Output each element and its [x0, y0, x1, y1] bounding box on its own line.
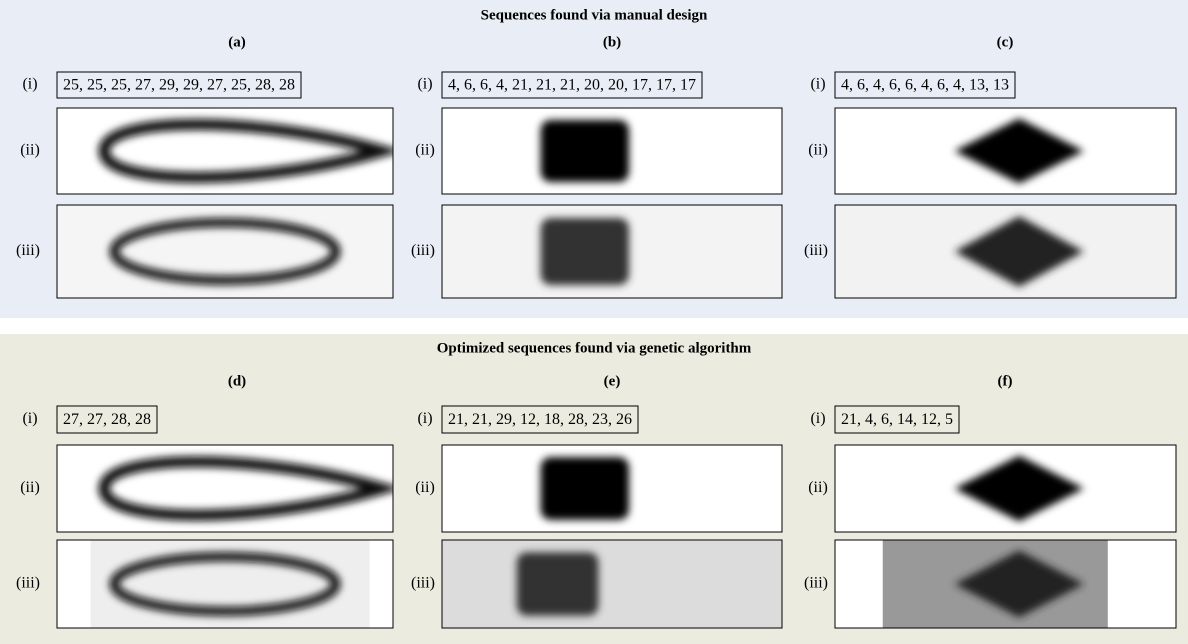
panel-label: (d) [228, 373, 246, 389]
sequence-text: 4, 6, 4, 6, 6, 4, 6, 4, 13, 13 [841, 77, 1009, 94]
image [442, 445, 782, 532]
sequence-text: 21, 4, 6, 14, 12, 5 [841, 411, 953, 428]
section: Sequences found via manual design (a) (i) 2… [0, 0, 1188, 318]
row-label: (iii) [411, 242, 435, 259]
sequence-text: 21, 21, 29, 12, 18, 28, 23, 26 [448, 411, 632, 428]
image-background [442, 540, 782, 628]
blob [541, 120, 629, 182]
image [442, 108, 782, 194]
row-label: (ii) [415, 479, 435, 496]
image [835, 445, 1176, 532]
figure: Sequences found via manual design (a) (i) 2… [0, 0, 1188, 644]
panel-label: (c) [997, 34, 1014, 50]
panel-label: (f) [998, 373, 1013, 389]
row-label: (i) [22, 410, 37, 427]
row-label: (i) [417, 76, 432, 93]
section: Optimized sequences found via genetic al… [0, 334, 1188, 644]
panel-label: (e) [604, 373, 621, 389]
image [835, 540, 1176, 628]
row-label: (ii) [415, 142, 435, 159]
image [442, 540, 782, 628]
blob [541, 218, 629, 285]
row-label: (i) [810, 76, 825, 93]
row-label: (iii) [411, 575, 435, 592]
section-title: Sequences found via manual design [481, 7, 708, 23]
image [835, 108, 1176, 194]
sequence-text: 4, 6, 6, 4, 21, 21, 21, 20, 20, 17, 17, … [448, 77, 696, 94]
image [57, 205, 393, 298]
image [835, 205, 1176, 298]
sequence-text: 25, 25, 25, 27, 29, 29, 27, 25, 28, 28 [63, 77, 295, 94]
image [57, 445, 393, 532]
row-label: (ii) [808, 142, 828, 159]
panel-label: (b) [603, 34, 621, 50]
blob [517, 552, 599, 615]
row-label: (ii) [20, 479, 40, 496]
row-label: (iii) [804, 575, 828, 592]
image [57, 108, 393, 194]
row-label: (iii) [804, 242, 828, 259]
image [442, 205, 782, 298]
row-label: (i) [417, 410, 432, 427]
row-label: (i) [810, 410, 825, 427]
row-label: (i) [22, 76, 37, 93]
row-label: (ii) [20, 142, 40, 159]
row-label: (ii) [808, 479, 828, 496]
panel-label: (a) [228, 34, 246, 50]
sequence-text: 27, 27, 28, 28 [63, 411, 151, 428]
blob [541, 457, 629, 520]
section-title: Optimized sequences found via genetic al… [437, 340, 752, 356]
row-label: (iii) [16, 575, 40, 592]
row-label: (iii) [16, 242, 40, 259]
image [57, 540, 393, 628]
